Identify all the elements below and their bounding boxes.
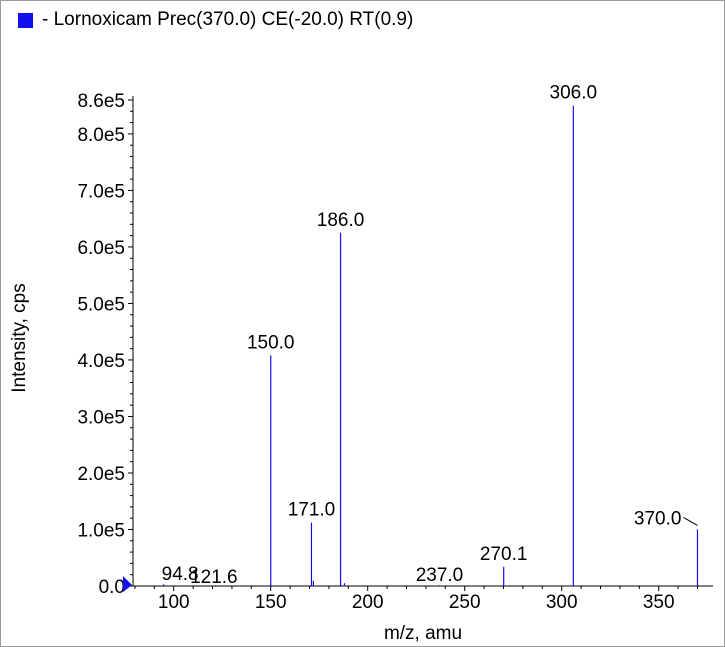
y-tick-label: 8.0e5 xyxy=(77,125,125,146)
y-tick-label: 5.0e5 xyxy=(77,294,125,315)
peak-label: 270.1 xyxy=(480,544,528,565)
legend: - Lornoxicam Prec(370.0) CE(-20.0) RT(0.… xyxy=(18,9,413,31)
y-tick-label: 1.0e5 xyxy=(77,520,125,541)
y-tick-label: 4.0e5 xyxy=(77,351,125,372)
peak-label: 171.0 xyxy=(288,500,336,521)
x-tick-label: 300 xyxy=(546,592,578,613)
x-tick-label: 150 xyxy=(255,592,287,613)
x-axis: 100 150 200 250 300 350 xyxy=(133,585,713,613)
peak-label: 237.0 xyxy=(416,565,464,586)
y-tick-label: 8.6e5 xyxy=(77,91,125,112)
y-tick-label: 7.0e5 xyxy=(77,181,125,202)
legend-swatch xyxy=(18,12,33,28)
peak-label: 94.8 xyxy=(162,564,199,585)
peak-label: 150.0 xyxy=(247,332,295,353)
axis-marker-icon[interactable] xyxy=(123,576,132,592)
peak-label: 121.6 xyxy=(190,567,238,588)
peak-label-leader xyxy=(683,517,698,526)
y-tick-label: 2.0e5 xyxy=(77,464,125,485)
y-tick-label: 6.0e5 xyxy=(77,238,125,259)
x-tick-label: 350 xyxy=(643,592,675,613)
y-axis-label: Intensity, cps xyxy=(9,283,30,392)
y-tick-label: 3.0e5 xyxy=(77,407,125,428)
x-tick-label: 200 xyxy=(352,592,384,613)
x-tick-label: 250 xyxy=(449,592,481,613)
y-axis: 0.0 1.0e5 2.0e5 3.0e5 4.0e5 5.0e5 6.0e5 7.0e5 8.… xyxy=(77,91,134,598)
peak-label: 370.0 xyxy=(634,508,682,529)
peak-label: 186.0 xyxy=(317,210,365,231)
x-tick-label: 100 xyxy=(158,592,190,613)
peak-label: 306.0 xyxy=(550,83,598,104)
y-tick-label: 0.0 xyxy=(99,577,125,598)
x-axis-label: m/z, amu xyxy=(384,623,462,644)
legend-title: - Lornoxicam Prec(370.0) CE(-20.0) RT(0.… xyxy=(42,9,414,30)
